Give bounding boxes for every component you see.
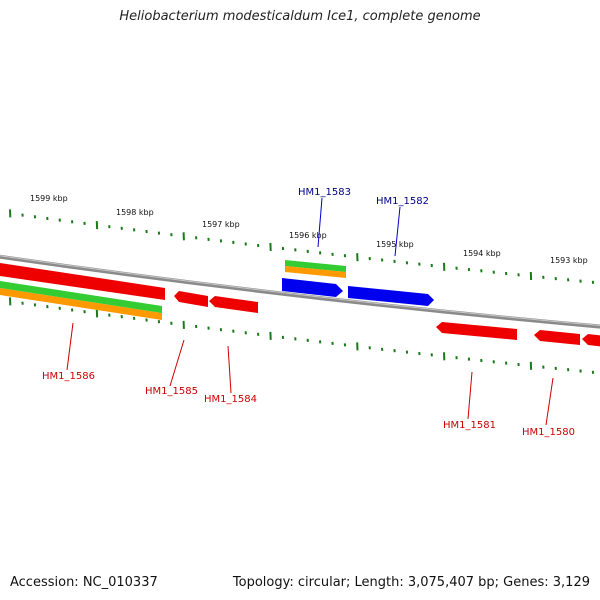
reverse-genes xyxy=(0,263,600,347)
leader-line xyxy=(227,345,232,394)
gene-label: HM1_1582 xyxy=(376,196,429,207)
figure-title: Heliobacterium modesticaldum Ice1, compl… xyxy=(119,9,481,24)
leader-line xyxy=(317,197,323,248)
gene-label: HM1_1583 xyxy=(298,187,351,198)
gene-arrow-hm1-1580 xyxy=(534,330,580,345)
reverse-gene-labels: HM1_1586 HM1_1585 HM1_1584 HM1_1581 HM1_… xyxy=(42,322,575,438)
gene-arrow-hm1-1582 xyxy=(348,286,434,306)
ruler-labels: 1599 kbp 1598 kbp 1597 kbp 1596 kbp 1595… xyxy=(30,194,588,265)
ruler-label: 1596 kbp xyxy=(289,231,327,240)
genome-backbone xyxy=(0,254,600,329)
green-feature-bar xyxy=(285,260,346,272)
gene-label: HM1_1580 xyxy=(522,427,575,438)
forward-gene-labels: HM1_1583 HM1_1582 xyxy=(298,187,429,257)
accession-text: Accession: NC_010337 xyxy=(10,575,158,590)
leader-line xyxy=(394,206,401,257)
gene-arrow-hm1-1584 xyxy=(209,296,258,313)
gene-label: HM1_1585 xyxy=(145,386,198,397)
ruler-label: 1599 kbp xyxy=(30,194,68,203)
ruler-label: 1598 kbp xyxy=(116,208,154,217)
ruler-label: 1594 kbp xyxy=(463,249,501,258)
gene-arrow-hm1-1583 xyxy=(282,278,343,297)
gene-arrow-hm1-1585 xyxy=(174,291,208,307)
leader-line xyxy=(66,322,74,371)
orange-feature-bar xyxy=(0,288,162,320)
ruler-label: 1593 kbp xyxy=(550,256,588,265)
forward-genes xyxy=(282,278,434,306)
leader-line xyxy=(169,339,185,387)
feature-bars-left xyxy=(0,281,162,320)
leader-line xyxy=(545,377,554,426)
orange-feature-bar xyxy=(285,266,346,278)
gene-label: HM1_1581 xyxy=(443,420,496,431)
gene-arrow-hm1-1586 xyxy=(0,263,165,300)
leader-line xyxy=(467,371,473,420)
feature-bars-middle xyxy=(285,260,346,278)
gene-label: HM1_1584 xyxy=(204,394,257,405)
ruler-label: 1595 kbp xyxy=(376,240,414,249)
gene-arrow-hm1-1581 xyxy=(436,322,517,340)
ruler-label: 1597 kbp xyxy=(202,220,240,229)
genome-backbone-highlight xyxy=(0,255,600,327)
topology-text: Topology: circular; Length: 3,075,407 bp… xyxy=(232,575,590,590)
green-feature-bar xyxy=(0,281,162,313)
gene-label: HM1_1586 xyxy=(42,371,95,382)
outer-ruler-ticks xyxy=(9,209,595,284)
inner-ruler-ticks xyxy=(9,297,595,374)
gene-arrow-partial xyxy=(582,334,600,347)
